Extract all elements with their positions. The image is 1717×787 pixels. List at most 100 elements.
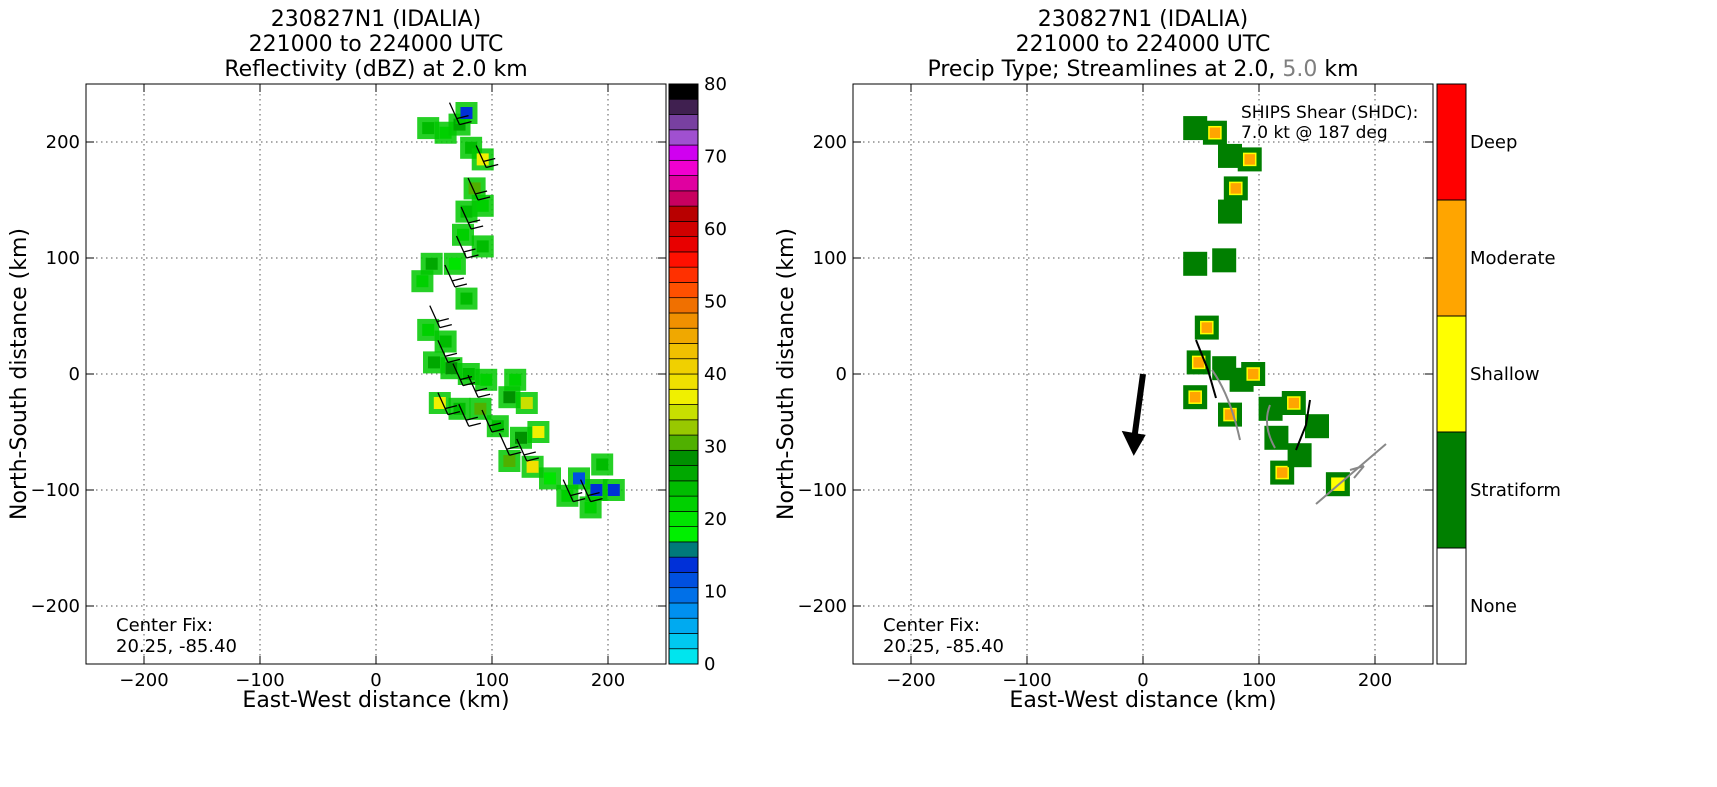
reflectivity-cell (416, 275, 429, 288)
reflectivity-cell (584, 501, 597, 514)
right-streamlines (1195, 339, 1387, 505)
reflectivity-cell (607, 484, 620, 496)
category-label: Shallow (1470, 364, 1540, 385)
colorbar-segment (668, 343, 699, 360)
precip-cell (1208, 125, 1222, 140)
y-tick-label: −200 (31, 596, 80, 617)
reflectivity-cell (422, 122, 435, 135)
colorbar-segment (668, 327, 699, 344)
y-tick-label: −100 (798, 480, 847, 501)
category-label: Stratiform (1470, 480, 1561, 501)
colorbar-segment (668, 587, 699, 604)
reflectivity-cell (425, 257, 438, 270)
colorbar-tick-label: 40 (704, 364, 727, 385)
reflectivity-cell (526, 460, 539, 473)
colorbar-tick-label: 70 (704, 147, 727, 168)
precip-cell-base (1287, 443, 1312, 468)
reflectivity-cell (428, 356, 440, 369)
right-title-line-3-main: Precip Type; Streamlines at 2.0, (927, 57, 1283, 82)
colorbar-segment (668, 541, 699, 558)
right-y-axis-label: North-South distance (km) (774, 228, 799, 520)
precip-type-colorbar: None Stratiform Shallow Moderate Deep (1436, 83, 1561, 665)
wind-barb (437, 340, 461, 364)
streamline-2km-1 (1195, 339, 1217, 399)
wind-barb (460, 206, 484, 230)
colorbar-segment (668, 266, 699, 283)
left-center-fix-label: Center Fix: (116, 615, 213, 636)
reflectivity-cell (460, 107, 473, 119)
colorbar-segment (668, 190, 699, 207)
right-title-line-3: Precip Type; Streamlines at 2.0, 5.0 km (853, 57, 1433, 82)
left-title-line-1: 230827N1 (IDALIA) (270, 7, 482, 32)
x-tick-label: −200 (886, 670, 935, 691)
reflectivity-cell (439, 335, 452, 348)
right-ticks: −200 −100 0 100 200 −200 −100 0 100 200 (798, 84, 1433, 691)
wind-barb (455, 235, 479, 259)
reflectivity-cell (596, 458, 609, 471)
x-tick-label: −100 (235, 670, 284, 691)
colorbar-segment (668, 251, 699, 268)
y-tick-label: 0 (836, 364, 847, 385)
x-tick-label: 200 (1358, 670, 1392, 691)
right-title-line-1: 230827N1 (IDALIA) (1037, 7, 1249, 32)
wind-barb (444, 264, 468, 288)
colorbar-segment (668, 648, 699, 665)
category-label: Moderate (1470, 248, 1556, 269)
streamline-2km-2 (1295, 399, 1311, 451)
colorbar-segment (668, 495, 699, 512)
category-label: Deep (1470, 132, 1517, 153)
reflectivity-cell (561, 489, 574, 502)
reflectivity-cell (476, 240, 489, 253)
wind-barb (475, 145, 499, 169)
colorbar-tick-label: 30 (704, 437, 727, 458)
category-swatch (1436, 315, 1467, 433)
right-precip-cells (1183, 116, 1350, 497)
y-tick-label: 100 (813, 248, 847, 269)
colorbar-segment (668, 434, 699, 451)
reflectivity-cell (433, 397, 446, 409)
left-wind-barbs (429, 102, 603, 503)
colorbar-segment (668, 419, 699, 436)
colorbar-segment (668, 297, 699, 314)
wind-barb (448, 102, 472, 126)
colorbar-segment (668, 556, 699, 573)
right-chart-title: 230827N1 (IDALIA) 221000 to 224000 UTC P… (853, 7, 1433, 82)
shear-value: 7.0 kt @ 187 deg (1241, 123, 1388, 143)
x-tick-label: −100 (1002, 670, 1051, 691)
colorbar-segment (668, 129, 699, 146)
colorbar-segment (668, 236, 699, 253)
precip-cell-base (1212, 248, 1237, 273)
colorbar-segment (668, 388, 699, 405)
left-y-axis-label: North-South distance (km) (7, 228, 32, 520)
reflectivity-cell (480, 373, 493, 386)
right-title-line-2: 221000 to 224000 UTC (1015, 32, 1271, 57)
reflectivity-cell (460, 205, 473, 218)
category-swatch (1436, 547, 1467, 665)
shear-label: SHIPS Shear (SHDC): (1241, 103, 1418, 123)
precip-cell-base (1258, 396, 1283, 421)
reflectivity-cell (422, 323, 435, 336)
left-title-line-3: Reflectivity (dBZ) at 2.0 km (224, 57, 528, 82)
colorbar-segment (668, 465, 699, 482)
shear-arrow-shaft (1131, 373, 1146, 436)
y-tick-label: 0 (69, 364, 80, 385)
precip-cell (1229, 181, 1243, 196)
colorbar-segment (668, 159, 699, 176)
right-title-line-3-unit: km (1317, 57, 1359, 82)
colorbar-tick-label: 20 (704, 509, 727, 530)
left-ticks: −200 −100 0 100 200 −200 −100 0 100 200 (31, 84, 666, 691)
colorbar-segment (668, 358, 699, 375)
colorbar-segment (668, 83, 699, 100)
y-tick-label: 200 (813, 132, 847, 153)
wind-barb (458, 403, 481, 427)
streamline-5km-2 (1265, 404, 1276, 449)
wind-barb (498, 432, 522, 456)
colorbar-segment (668, 602, 699, 619)
colorbar-segment (668, 449, 699, 466)
left-x-axis-label: East-West distance (km) (242, 688, 509, 713)
precip-type-panel: −200 −100 0 100 200 −200 −100 0 100 200 SHIPS She… (774, 83, 1561, 713)
category-swatch (1436, 199, 1467, 317)
reflectivity-cell (520, 397, 533, 409)
